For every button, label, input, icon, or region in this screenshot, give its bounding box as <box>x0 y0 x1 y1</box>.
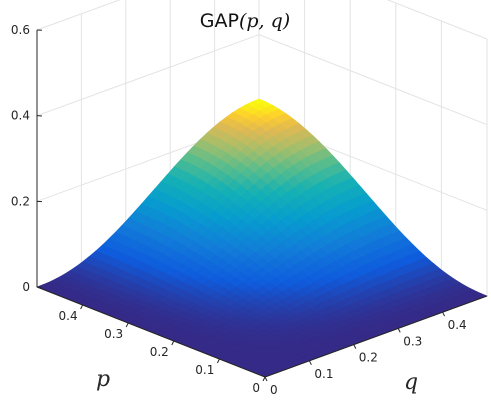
x-tick-mark <box>171 340 175 346</box>
x-tick-label: 0.2 <box>150 345 169 359</box>
grid-line <box>36 0 488 40</box>
x-tick-mark <box>262 376 266 382</box>
x-tick-label: 0.3 <box>104 327 123 341</box>
surface-plot <box>36 98 488 378</box>
x-axis-line <box>36 286 266 378</box>
y-tick-mark <box>264 376 268 382</box>
y-tick-label: 0.2 <box>359 351 378 365</box>
chart-title: GAP(p, q) <box>200 10 290 32</box>
y-axis-line <box>264 295 488 378</box>
x-tick-mark <box>125 322 129 328</box>
z-tick-label: 0 <box>22 280 30 294</box>
x-tick-label: 0.4 <box>59 309 78 323</box>
y-tick-label: 0 <box>270 383 278 397</box>
y-tick-mark <box>442 311 446 317</box>
x-tick-mark <box>80 304 84 310</box>
x-tick-mark <box>216 358 220 364</box>
axis-lines <box>36 30 488 378</box>
y-axis-label: q <box>404 370 418 395</box>
y-tick-mark <box>353 344 357 349</box>
y-tick-mark <box>397 328 401 333</box>
z-tick-label: 0.2 <box>11 194 30 208</box>
tick-labels: 0 0.2 0.4 0.6 0 0.1 0.2 0.3 0.4 0 0.1 0.2 0.3 0.4 <box>11 23 467 397</box>
y-tick-mark <box>308 360 312 366</box>
z-tick-label: 0.4 <box>11 109 30 123</box>
z-tick-label: 0.6 <box>11 23 30 37</box>
x-tick-label: 0 <box>252 381 260 395</box>
x-tick-label: 0.1 <box>195 363 214 377</box>
grid-line <box>36 34 488 126</box>
y-tick-label: 0.3 <box>403 334 422 348</box>
x-axis-label: p <box>96 367 110 392</box>
y-tick-label: 0.1 <box>314 367 333 381</box>
title-prefix: GAP <box>200 10 239 32</box>
y-tick-label: 0.4 <box>448 318 467 332</box>
title-math: (p, q) <box>239 10 290 32</box>
